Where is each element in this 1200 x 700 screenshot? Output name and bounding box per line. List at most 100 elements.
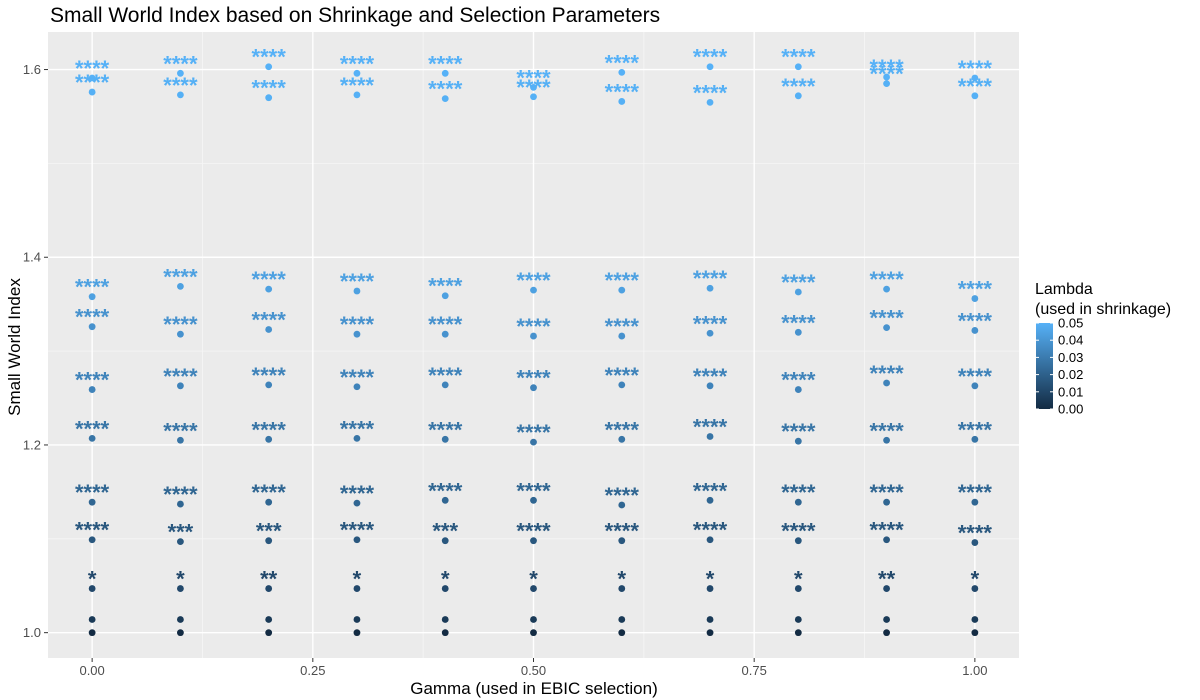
chart-title: Small World Index based on Shrinkage and… (50, 4, 660, 27)
significance-label: **** (516, 314, 551, 339)
significance-label: **** (75, 416, 110, 441)
data-point (88, 323, 96, 331)
significance-label: ** (260, 567, 278, 592)
data-point (88, 386, 96, 393)
significance-label: **** (428, 363, 463, 388)
significance-label: **** (605, 417, 640, 442)
significance-label: **** (869, 267, 904, 292)
data-point (794, 63, 802, 71)
data-point (883, 616, 890, 623)
significance-label: * (617, 567, 626, 592)
data-point (883, 498, 890, 506)
significance-label: * (441, 567, 450, 592)
significance-label: **** (75, 480, 110, 505)
data-point (88, 293, 96, 301)
significance-label: **** (781, 310, 816, 335)
data-point (618, 98, 626, 105)
data-point (530, 496, 537, 504)
x-tick-label: 0.75 (742, 663, 767, 678)
data-point (618, 537, 626, 545)
legend-label: 0.02 (1058, 367, 1083, 382)
data-point (618, 381, 626, 389)
legend-label: 0.05 (1058, 316, 1083, 331)
data-point (177, 585, 184, 592)
data-point (88, 585, 96, 592)
significance-label: **** (340, 269, 375, 294)
data-point (265, 616, 273, 623)
significance-label: **** (163, 73, 198, 98)
data-point (177, 436, 184, 444)
significance-label: **** (781, 368, 816, 393)
legend-title-line2: (used in shrinkage) (1035, 301, 1171, 318)
significance-label: **** (340, 518, 375, 543)
data-point (265, 285, 273, 293)
significance-label: **** (252, 363, 287, 388)
data-point (177, 538, 184, 546)
data-point (618, 435, 626, 443)
data-point (441, 330, 449, 338)
data-point (883, 379, 890, 387)
data-point (441, 95, 449, 103)
significance-label: **** (605, 363, 640, 388)
significance-label: **** (516, 65, 551, 90)
significance-label: * (794, 567, 803, 592)
legend: Lambda (used in shrinkage) 0.050.040.030… (1035, 281, 1171, 417)
data-point (88, 74, 96, 82)
legend-colorbar (1036, 323, 1053, 409)
significance-label: **** (781, 519, 816, 544)
data-point (618, 68, 626, 76)
data-point (883, 324, 890, 332)
data-point (441, 616, 449, 623)
x-tick-label: 1.00 (962, 663, 987, 678)
significance-label: **** (693, 518, 728, 543)
significance-label: **** (428, 478, 463, 503)
significance-label: * (529, 567, 538, 592)
significance-label: **** (605, 483, 640, 508)
significance-label: **** (605, 314, 640, 339)
data-point (530, 286, 537, 294)
data-point (883, 585, 890, 592)
significance-label: **** (163, 364, 198, 389)
significance-label: **** (605, 79, 640, 104)
significance-label: * (88, 567, 97, 592)
data-point (530, 438, 537, 446)
data-point (353, 287, 361, 295)
significance-label: **** (75, 275, 110, 300)
significance-label: **** (605, 519, 640, 544)
data-point (530, 384, 537, 392)
significance-label: **** (869, 306, 904, 331)
significance-label: **** (605, 268, 640, 293)
data-point (706, 616, 714, 623)
y-tick-label: 1.0 (23, 625, 41, 640)
data-point (88, 434, 96, 442)
data-point (265, 498, 273, 506)
data-point (794, 537, 802, 545)
data-point (88, 536, 96, 544)
legend-label: 0.00 (1058, 402, 1083, 417)
data-point (265, 94, 273, 102)
significance-label: **** (781, 270, 816, 295)
significance-label: **** (75, 305, 110, 330)
data-point (618, 616, 626, 623)
significance-label: **** (252, 45, 287, 70)
significance-label: * (176, 567, 185, 592)
legend-label: 0.03 (1058, 350, 1083, 365)
significance-label: **** (516, 75, 551, 100)
significance-label: **** (869, 518, 904, 543)
significance-label: **** (958, 74, 993, 99)
data-point (88, 88, 96, 96)
significance-label: **** (781, 45, 816, 70)
data-point (618, 585, 626, 592)
data-point (88, 616, 96, 623)
data-point (530, 93, 537, 101)
data-point (530, 585, 537, 592)
legend-label: 0.01 (1058, 384, 1083, 399)
data-point (706, 98, 714, 106)
significance-label: **** (340, 312, 375, 337)
data-point (971, 539, 979, 546)
data-point (530, 537, 537, 545)
significance-label: **** (428, 417, 463, 442)
significance-label: **** (869, 418, 904, 443)
data-point (971, 92, 979, 100)
significance-label: **** (252, 417, 287, 442)
